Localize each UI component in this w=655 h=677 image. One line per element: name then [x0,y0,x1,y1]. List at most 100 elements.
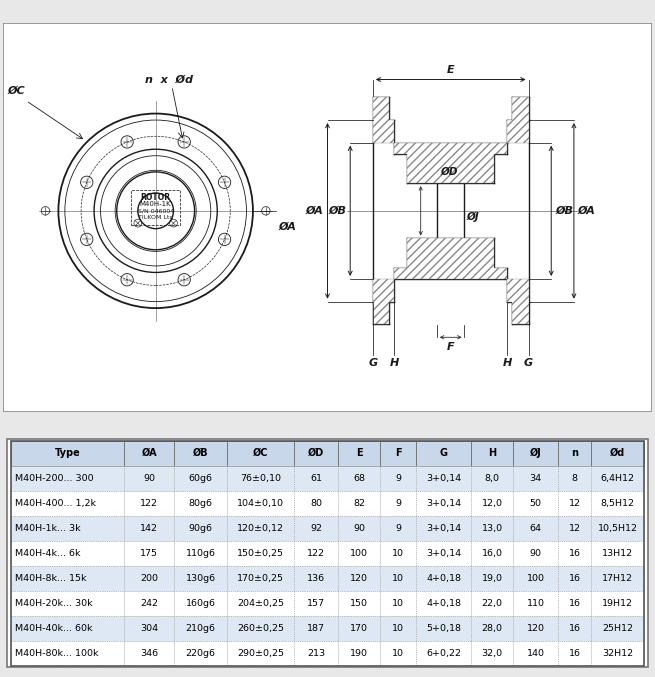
Bar [338,541,380,565]
Polygon shape [394,238,508,279]
Bar [294,615,338,640]
Text: 142: 142 [140,523,159,533]
Bar [124,565,174,590]
Bar [294,516,338,541]
Text: 16: 16 [569,548,581,558]
Text: 170: 170 [350,624,368,632]
Bar [591,590,644,615]
Text: 22,0: 22,0 [481,598,502,608]
Bar [380,565,417,590]
Bar [471,590,513,615]
Bar [294,466,338,491]
Bar [132,190,180,225]
Text: 260±0,25: 260±0,25 [237,624,284,632]
Text: 210g6: 210g6 [185,624,215,632]
Bar [558,541,591,565]
Text: F: F [395,448,402,458]
Text: 16: 16 [569,573,581,583]
Text: M40H-8k... 15k: M40H-8k... 15k [15,573,86,583]
Text: 140: 140 [527,649,545,657]
Bar [417,541,471,565]
Bar [591,491,644,516]
Bar [591,466,644,491]
Text: M40H-20k... 30k: M40H-20k... 30k [15,598,92,608]
Text: 82: 82 [353,498,365,508]
Text: ØA: ØA [141,448,157,458]
Text: 10,5H12: 10,5H12 [597,523,637,533]
Text: 6,4H12: 6,4H12 [601,474,635,483]
Bar [417,491,471,516]
Text: 10: 10 [392,573,404,583]
Bar [338,615,380,640]
Text: 19,0: 19,0 [481,573,502,583]
Bar [417,565,471,590]
Polygon shape [508,97,529,143]
Text: 242: 242 [140,598,159,608]
Text: ØD: ØD [440,167,458,177]
Text: 80g6: 80g6 [189,498,213,508]
Text: ØJ: ØJ [467,212,479,223]
Bar [513,441,558,466]
Bar [471,541,513,565]
Text: 157: 157 [307,598,325,608]
Bar [417,466,471,491]
Bar [174,466,227,491]
Bar [591,615,644,640]
Text: M40H-1k... 3k: M40H-1k... 3k [15,523,81,533]
Bar [174,565,227,590]
Bar [380,441,417,466]
Text: 150: 150 [350,598,368,608]
Text: H: H [389,358,399,368]
Bar [380,491,417,516]
Text: ØC: ØC [253,448,269,458]
Bar [471,565,513,590]
Bar [227,615,294,640]
Text: 28,0: 28,0 [481,624,502,632]
Text: 16: 16 [569,649,581,657]
Bar [294,565,338,590]
Bar [227,541,294,565]
Text: 122: 122 [140,498,159,508]
Text: 160g6: 160g6 [185,598,215,608]
Text: 150±0,25: 150±0,25 [237,548,284,558]
Text: ØA: ØA [279,222,297,232]
Text: H: H [503,358,512,368]
Text: ØD: ØD [308,448,324,458]
Text: H: H [488,448,496,458]
Bar [11,466,124,491]
Bar [513,640,558,665]
Text: 16: 16 [569,624,581,632]
Text: 204±0,25: 204±0,25 [237,598,284,608]
Bar [338,516,380,541]
Text: 90g6: 90g6 [189,523,213,533]
Text: 61: 61 [310,474,322,483]
Text: 100: 100 [350,548,368,558]
Text: 4+0,18: 4+0,18 [426,598,461,608]
Bar [124,516,174,541]
Text: Type: Type [55,448,81,458]
Bar [11,541,124,565]
Text: 10: 10 [392,598,404,608]
Bar [227,590,294,615]
Text: 9: 9 [395,523,401,533]
Bar [558,491,591,516]
Text: ØJ: ØJ [530,448,542,458]
Bar [513,615,558,640]
Bar [417,516,471,541]
Text: 136: 136 [307,573,326,583]
Bar [227,466,294,491]
Bar [338,640,380,665]
Text: ØB: ØB [193,448,208,458]
Bar [591,441,644,466]
Bar [471,491,513,516]
Bar [227,640,294,665]
Bar [558,615,591,640]
Bar [338,466,380,491]
Text: 120: 120 [527,624,545,632]
Text: 34: 34 [530,474,542,483]
Text: 8,0: 8,0 [485,474,500,483]
Text: ØA: ØA [578,206,595,216]
Text: E: E [447,65,455,74]
Text: 9: 9 [395,474,401,483]
Bar [338,491,380,516]
